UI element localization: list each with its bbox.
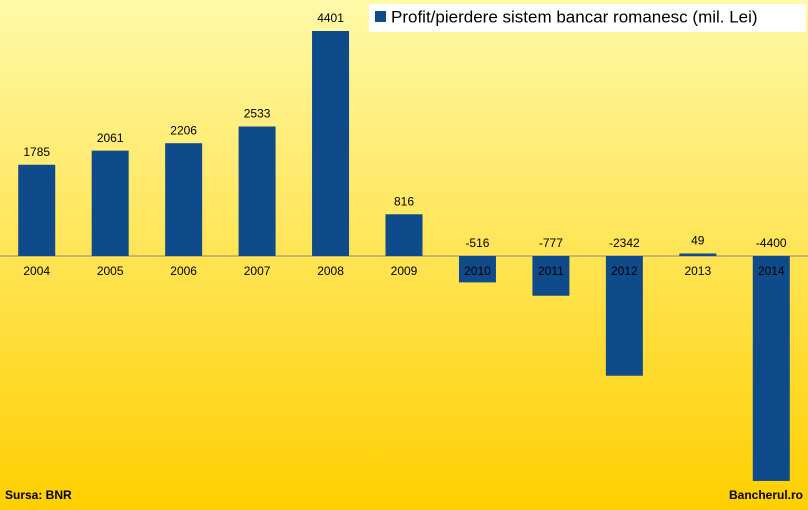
value-label: -777 xyxy=(539,236,563,250)
x-tick-label: 2013 xyxy=(684,264,711,278)
bar xyxy=(238,126,276,256)
x-tick-label: 2011 xyxy=(538,264,564,278)
value-label: -516 xyxy=(465,236,489,250)
value-label: 2206 xyxy=(170,123,197,137)
bar xyxy=(605,256,643,376)
bar xyxy=(752,256,790,481)
value-label: -2342 xyxy=(609,236,640,250)
bar xyxy=(91,150,129,256)
x-tick-label: 2005 xyxy=(97,264,124,278)
legend-label: Profit/pierdere sistem bancar romanesc (… xyxy=(391,7,758,26)
value-label: -4400 xyxy=(756,236,787,250)
source: Sursa: BNR xyxy=(5,488,72,502)
legend-swatch xyxy=(375,11,386,22)
bar xyxy=(532,256,570,296)
x-tick-label: 2009 xyxy=(391,264,418,278)
x-tick-label: 2006 xyxy=(170,264,197,278)
value-label: 1785 xyxy=(23,145,50,159)
bar xyxy=(312,31,350,256)
x-tick-label: 2014 xyxy=(758,264,785,278)
x-tick-label: 2012 xyxy=(611,264,638,278)
x-tick-label: 2008 xyxy=(317,264,344,278)
legend: Profit/pierdere sistem bancar romanesc (… xyxy=(369,4,806,32)
legend-box xyxy=(369,4,806,32)
x-tick-label: 2004 xyxy=(23,264,50,278)
bar xyxy=(18,164,56,256)
bar xyxy=(458,256,496,283)
bar xyxy=(165,143,203,256)
value-label: 4401 xyxy=(317,11,344,25)
value-label: 2061 xyxy=(97,131,124,145)
bar xyxy=(385,214,423,256)
value-label: 816 xyxy=(394,194,414,208)
x-tick-label: 2007 xyxy=(244,264,271,278)
x-tick-label: 2010 xyxy=(464,264,491,278)
credit: Bancherul.ro xyxy=(729,488,803,502)
value-label: 2533 xyxy=(244,107,271,121)
bar xyxy=(679,253,717,256)
value-label: 49 xyxy=(691,234,705,248)
